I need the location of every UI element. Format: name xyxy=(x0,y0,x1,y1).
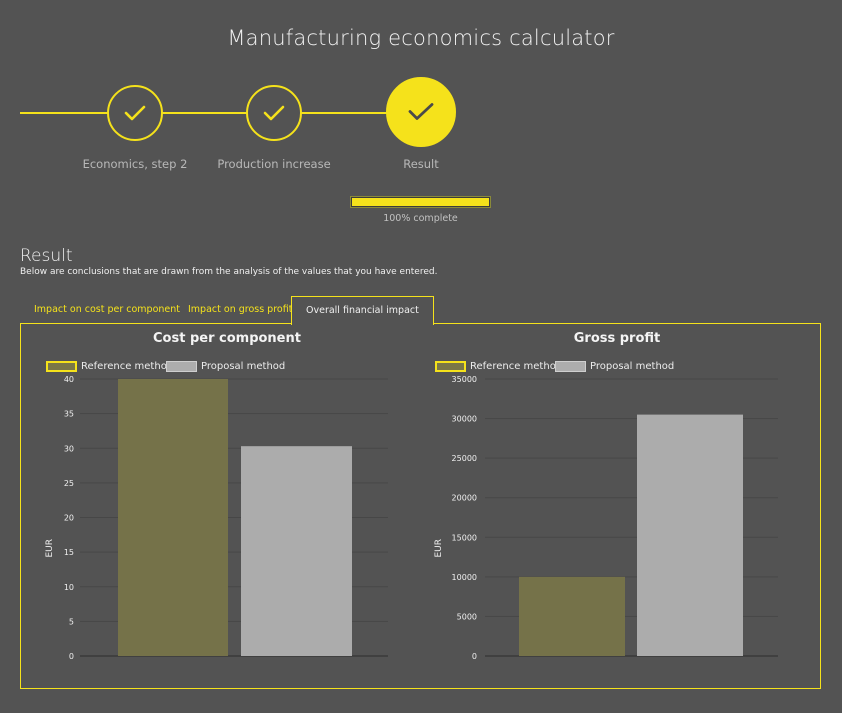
bar-reference-method[interactable] xyxy=(118,379,228,656)
chart-1-legend-reference[interactable]: Reference method xyxy=(46,361,173,372)
y-tick-label: 35 xyxy=(64,410,74,419)
chart-2-legend-proposal[interactable]: Proposal method xyxy=(555,361,674,372)
chart-1-title: Cost per component xyxy=(153,331,301,346)
tab-overall-financial-impact[interactable]: Overall financial impact xyxy=(291,296,434,325)
legend-swatch-proposal xyxy=(166,361,197,372)
y-tick-label: 30 xyxy=(64,444,74,453)
chart-2-title: Gross profit xyxy=(573,331,661,346)
tab-gross-profit[interactable]: Impact on gross profit xyxy=(188,304,293,315)
stepper-line xyxy=(20,112,420,114)
checkmark-icon xyxy=(124,105,146,121)
chart-2-legend-reference[interactable]: Reference method xyxy=(435,361,562,372)
y-tick-label: 10 xyxy=(64,583,74,592)
legend-swatch-proposal xyxy=(555,361,586,372)
legend-label-proposal: Proposal method xyxy=(201,361,286,372)
chart-1-legend-proposal[interactable]: Proposal method xyxy=(166,361,285,372)
tab-cost-per-component[interactable]: Impact on cost per component xyxy=(34,304,181,315)
bar-proposal-method[interactable] xyxy=(241,446,352,656)
checkmark-icon xyxy=(263,105,285,121)
result-heading: Result xyxy=(20,246,73,266)
legend-swatch-reference xyxy=(435,361,466,372)
step-2-circle[interactable] xyxy=(246,85,302,141)
step-2-label: Production increase xyxy=(217,157,331,171)
y-axis-title: EUR xyxy=(45,539,55,558)
step-3-circle[interactable] xyxy=(386,77,456,147)
checkmark-icon xyxy=(408,103,434,120)
step-1-label: Economics, step 2 xyxy=(82,157,188,171)
progress-bar-fill xyxy=(352,198,489,206)
result-description: Below are conclusions that are drawn fro… xyxy=(20,267,438,277)
y-tick-label: 15 xyxy=(64,548,74,557)
progress-label: 100% complete xyxy=(383,213,458,224)
legend-label-proposal: Proposal method xyxy=(590,361,675,372)
legend-label-reference: Reference method xyxy=(470,361,563,372)
y-tick-label: 40 xyxy=(64,375,74,384)
step-3-label: Result xyxy=(403,157,439,171)
progress-stepper: Economics, step 2 Production increase Re… xyxy=(0,0,842,190)
page-title: Manufacturing economics calculator xyxy=(227,26,615,50)
y-tick-label: 0 xyxy=(69,652,74,661)
y-tick-label: 5 xyxy=(69,617,74,626)
progress-bar xyxy=(350,196,491,208)
legend-swatch-reference xyxy=(46,361,77,372)
step-1-circle[interactable] xyxy=(107,85,163,141)
y-tick-label: 25 xyxy=(64,479,74,488)
legend-label-reference: Reference method xyxy=(81,361,174,372)
y-tick-label: 20 xyxy=(64,514,74,523)
